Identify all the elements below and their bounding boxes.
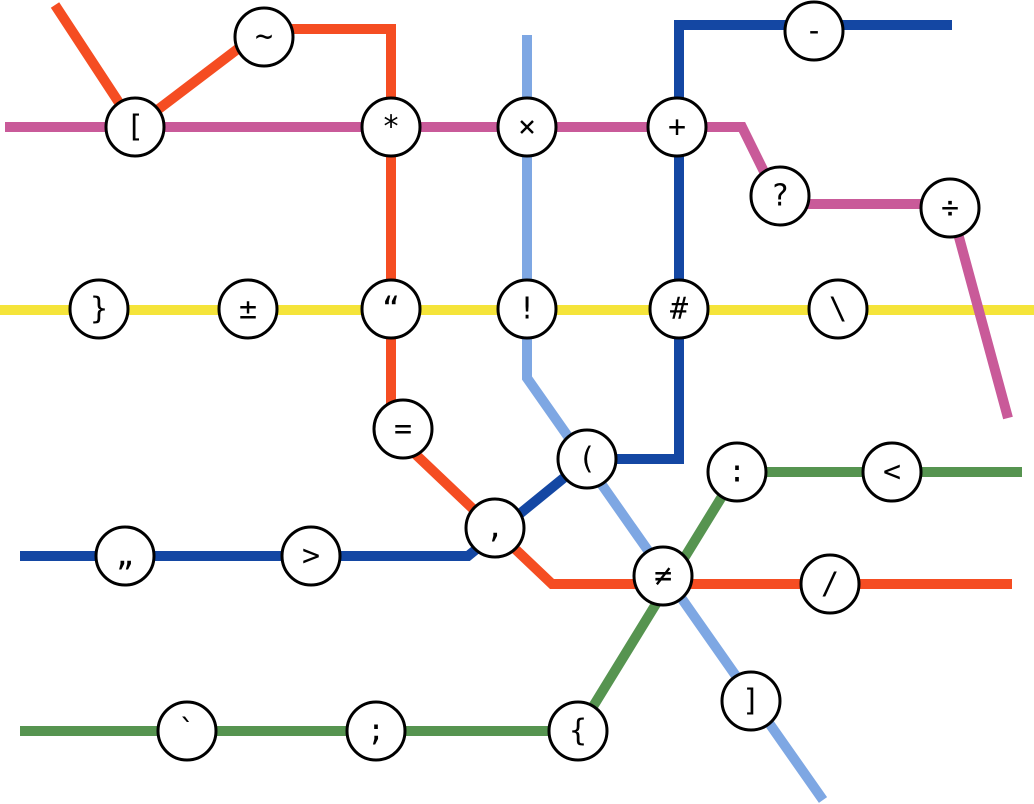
station-plus[interactable]: +: [646, 96, 708, 158]
station-marker: [706, 441, 768, 503]
station-marker: [280, 525, 342, 587]
station-label: ≠: [654, 559, 672, 594]
station-label: ,: [486, 511, 504, 546]
station-label: ?: [771, 179, 789, 214]
station-paren-open[interactable]: (: [556, 428, 618, 490]
station-marker: [720, 670, 782, 732]
station-plus-minus[interactable]: ±: [217, 278, 279, 340]
station-marker: [156, 700, 218, 762]
station-marker: [749, 165, 811, 227]
station-marker: [217, 278, 279, 340]
station-backslash[interactable]: \: [807, 278, 869, 340]
station-layer: ~ [ * × + - ? ÷: [68, 0, 981, 762]
station-marker: [799, 553, 861, 615]
station-label: ÷: [941, 191, 959, 226]
station-marker: [648, 278, 710, 340]
station-marker: [360, 96, 422, 158]
station-hash[interactable]: #: [648, 278, 710, 340]
station-semicolon[interactable]: ;: [345, 700, 407, 762]
station-marker: [646, 96, 708, 158]
station-label: `: [178, 714, 196, 749]
station-label: ]: [742, 684, 760, 719]
station-bracket-close[interactable]: ]: [720, 670, 782, 732]
station-marker: [360, 278, 422, 340]
station-marker: [807, 278, 869, 340]
station-label: [: [126, 110, 144, 145]
station-label: ;: [367, 714, 385, 749]
station-slash[interactable]: /: [799, 553, 861, 615]
station-label: ~: [255, 20, 273, 55]
station-marker: [861, 441, 923, 503]
station-label: #: [670, 292, 688, 327]
station-times[interactable]: ×: [496, 96, 558, 158]
navy-line: [20, 20, 952, 561]
station-marker: [547, 700, 609, 762]
station-label: /: [821, 567, 839, 602]
station-greater-than[interactable]: >: [280, 525, 342, 587]
station-label: !: [518, 292, 536, 327]
station-marker: [68, 278, 130, 340]
station-label: -: [805, 14, 823, 49]
station-marker: [919, 177, 981, 239]
station-marker: [496, 96, 558, 158]
station-minus[interactable]: -: [783, 0, 845, 62]
station-divide[interactable]: ÷: [919, 177, 981, 239]
station-colon[interactable]: :: [706, 441, 768, 503]
station-less-than[interactable]: <: [861, 441, 923, 503]
station-label: ±: [239, 292, 257, 327]
station-marker: [104, 96, 166, 158]
station-marker: [783, 0, 845, 62]
station-marker: [464, 497, 526, 559]
station-marker: [94, 525, 156, 587]
station-low-quote[interactable]: „: [94, 525, 156, 587]
station-brace-close[interactable]: }: [68, 278, 130, 340]
station-asterisk[interactable]: *: [360, 96, 422, 158]
station-label: <: [883, 455, 901, 490]
station-exclaim[interactable]: !: [496, 278, 558, 340]
station-marker: [496, 278, 558, 340]
station-label: “: [382, 292, 400, 327]
station-comma[interactable]: ,: [464, 497, 526, 559]
station-label: :: [728, 455, 746, 490]
station-backtick[interactable]: `: [156, 700, 218, 762]
station-label: >: [302, 539, 320, 574]
station-label: \: [829, 292, 847, 327]
station-bracket-open[interactable]: [: [104, 96, 166, 158]
station-label: =: [394, 412, 412, 447]
station-label: „: [116, 539, 134, 574]
station-tilde[interactable]: ~: [233, 6, 295, 68]
station-label: (: [578, 442, 596, 477]
station-label: }: [90, 292, 108, 327]
station-label: {: [569, 714, 587, 749]
station-marker: [372, 398, 434, 460]
station-label: +: [668, 110, 686, 145]
station-marker: [233, 6, 295, 68]
station-brace-open[interactable]: {: [547, 700, 609, 762]
pink-line: [5, 122, 1013, 420]
station-question[interactable]: ?: [749, 165, 811, 227]
station-label: ×: [518, 110, 536, 145]
station-marker: [632, 545, 694, 607]
station-marker: [556, 428, 618, 490]
station-marker: [345, 700, 407, 762]
station-equals[interactable]: =: [372, 398, 434, 460]
station-not-equal[interactable]: ≠: [632, 545, 694, 607]
station-quote-open[interactable]: “: [360, 278, 422, 340]
station-label: *: [382, 110, 400, 145]
